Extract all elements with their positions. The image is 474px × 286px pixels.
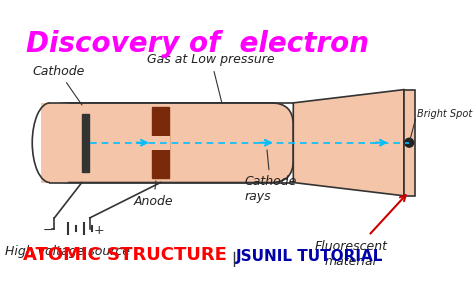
Bar: [404, 90, 415, 196]
Text: Cathode: Cathode: [32, 65, 85, 105]
Text: High voltage source: High voltage source: [5, 245, 130, 258]
Text: Cathode
rays: Cathode rays: [245, 150, 297, 203]
Text: Fluorescent
material: Fluorescent material: [314, 240, 387, 268]
Bar: [41, 103, 68, 182]
FancyBboxPatch shape: [46, 103, 293, 182]
Text: Gas at Low pressure: Gas at Low pressure: [147, 53, 275, 103]
Bar: [151, 136, 170, 150]
Bar: [82, 114, 89, 172]
Text: +: +: [93, 224, 104, 237]
Text: Discovery of  electron: Discovery of electron: [26, 30, 369, 58]
Text: Bright Spot: Bright Spot: [417, 108, 473, 118]
Polygon shape: [293, 90, 404, 196]
Circle shape: [405, 138, 414, 147]
Text: Anode: Anode: [134, 181, 173, 208]
Text: −: −: [43, 224, 54, 237]
Text: JSUNIL TUTORIAL: JSUNIL TUTORIAL: [236, 249, 383, 264]
Bar: [152, 107, 169, 178]
Text: ATOMIC STRUCTURE: ATOMIC STRUCTURE: [23, 246, 227, 264]
